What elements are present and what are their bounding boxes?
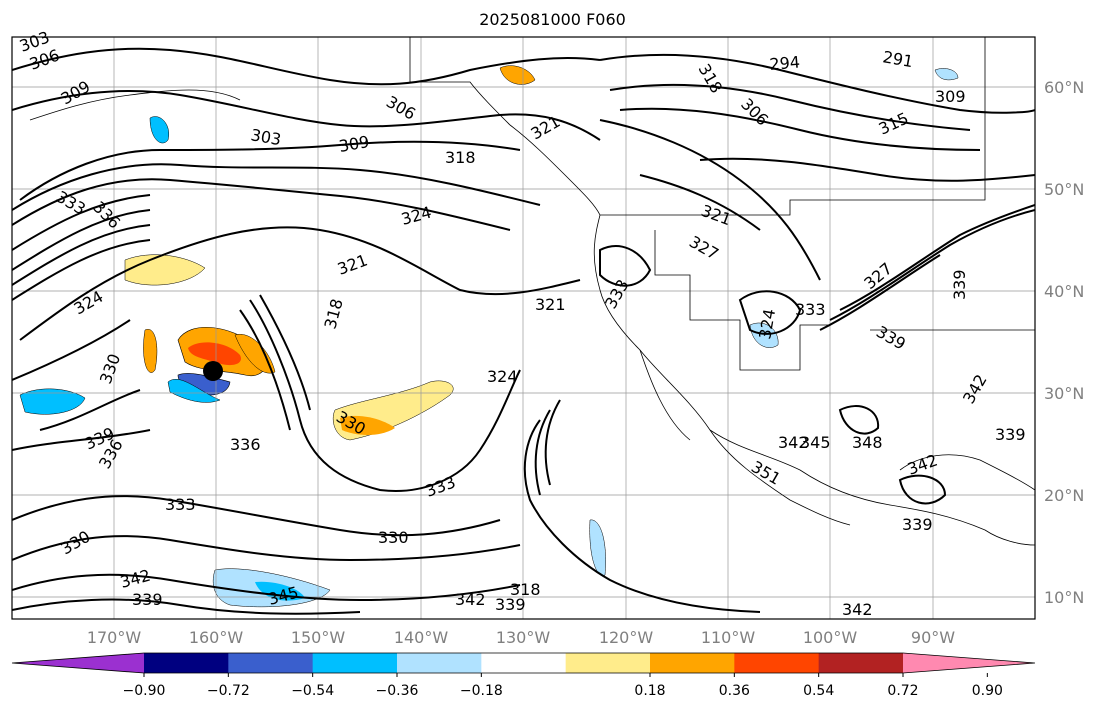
lon-label: 130°W [496, 628, 551, 647]
colorbar-tick-label: 0.72 [887, 683, 918, 699]
contour-label: 339 [495, 595, 526, 614]
lat-label: 10°N [1044, 588, 1084, 607]
contour-label: 294 [769, 52, 801, 74]
lon-label: 90°W [911, 628, 955, 647]
colorbar: −0.90 −0.72 −0.54 −0.36 −0.18 0.18 0.36 0.54 0.7… [11, 652, 1036, 699]
lon-label: 110°W [701, 628, 756, 647]
contour-label: 339 [995, 425, 1026, 444]
lon-label: 100°W [803, 628, 858, 647]
contour-label: 342 [778, 433, 809, 452]
colorbar-swatch [228, 653, 314, 673]
contour-label: 339 [132, 590, 163, 609]
colorbar-swatch [734, 653, 820, 673]
latitude-labels: 60°N 50°N 40°N 30°N 20°N 10°N [1044, 78, 1084, 607]
lat-label: 60°N [1044, 78, 1084, 97]
contour-label: 348 [852, 433, 883, 452]
plot-area [12, 37, 1035, 619]
center-dot-icon [203, 361, 223, 381]
colorbar-extend-high [903, 653, 1035, 673]
colorbar-swatch [144, 653, 229, 673]
contour-label: 324 [487, 367, 518, 386]
colorbar-tick-label: 0.54 [803, 683, 834, 699]
colorbar-extend-low [12, 653, 144, 673]
lon-label: 140°W [394, 628, 449, 647]
contour-label: 336 [230, 435, 261, 454]
colorbar-tick-label: −0.18 [460, 683, 503, 699]
colorbar-tick-label: −0.36 [376, 683, 419, 699]
colorbar-swatch [312, 653, 398, 673]
contour-label: 330 [378, 528, 409, 547]
lat-label: 50°N [1044, 180, 1084, 199]
colorbar-swatch [481, 653, 567, 673]
coastlines [29, 37, 1035, 546]
lat-label: 40°N [1044, 282, 1084, 301]
lon-label: 120°W [599, 628, 654, 647]
colorbar-swatch [565, 653, 651, 673]
colorbar-tick-label: 0.18 [634, 683, 665, 699]
colorbar-swatch [397, 653, 482, 673]
contour-label: 345 [800, 433, 831, 452]
contour-label: 342 [455, 590, 486, 609]
contours [12, 47, 1035, 615]
longitude-labels: 170°W 160°W 150°W 140°W 130°W 120°W 110°… [87, 628, 955, 647]
contour-label: 321 [535, 295, 566, 314]
plot-frame [11, 36, 1036, 620]
contour-label: 333 [165, 495, 196, 514]
colorbar-tick-label: −0.54 [291, 683, 334, 699]
contour-label: 309 [935, 87, 966, 106]
contour-label: 339 [902, 515, 933, 534]
contour-label: 318 [510, 580, 541, 599]
graticule [12, 37, 1035, 619]
lat-label: 20°N [1044, 486, 1084, 505]
map-title: 2025081000 F060 [479, 10, 626, 29]
colorbar-tick-label: −0.90 [123, 683, 166, 699]
contour-label: 339 [950, 269, 969, 300]
contour-label: 318 [445, 148, 476, 167]
colorbar-tick-label: 0.36 [719, 683, 750, 699]
lat-label: 30°N [1044, 384, 1084, 403]
colorbar-tick-label: 0.90 [972, 683, 1003, 699]
contour-label: 342 [842, 600, 873, 619]
lon-label: 150°W [291, 628, 346, 647]
lon-label: 160°W [189, 628, 244, 647]
colorbar-swatch [818, 653, 904, 673]
contour-label: 333 [795, 300, 826, 319]
lon-label: 170°W [87, 628, 142, 647]
colorbar-swatch [650, 653, 735, 673]
colorbar-tick-label: −0.72 [207, 683, 250, 699]
